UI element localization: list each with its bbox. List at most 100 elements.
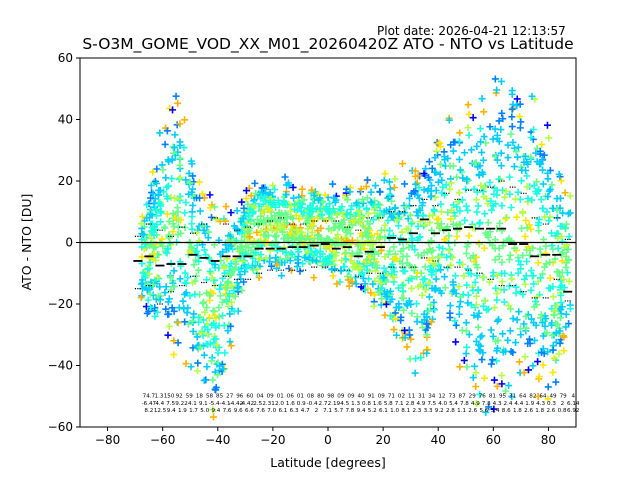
scatter-point [462,202,470,210]
scatter-point [194,359,202,367]
scatter-point [168,175,176,183]
scatter-point [182,176,190,184]
scatter-point [363,266,371,274]
scatter-point [413,300,421,308]
bin-stat-label: -4.1 [220,401,231,407]
scatter-point [487,326,495,334]
scatter-point [272,231,280,239]
scatter-point [402,225,410,233]
bin-stat-label: 2 [315,408,319,414]
scatter-point [446,185,454,193]
scatter-point [505,382,513,390]
scatter-point [201,308,209,316]
bin-stat-label: 2.31 [262,401,275,407]
scatter-point [478,332,486,340]
scatter-point [388,197,396,205]
chart-title: S-O3M_GOME_VOD_XX_M01_20260420Z ATO - NT… [82,35,573,54]
scatter-point [325,225,333,233]
scatter-point [498,372,506,380]
scatter-point [290,221,298,229]
scatter-point [252,249,260,257]
scatter-point [225,290,233,298]
scatter-point [558,238,566,246]
scatter-point [377,226,385,234]
scatter-point [492,284,500,292]
scatter-point [515,358,523,366]
bin-stat-label: 0.8 [558,408,567,414]
scatter-point [363,256,371,264]
scatter-point [325,253,333,261]
scatter-point [149,168,157,176]
bin-stat-label: 73 [448,393,456,399]
scatter-point [506,251,514,259]
bin-stat-label: 7.5 [166,401,175,407]
bin-stat-label: 09 [378,393,386,399]
scatter-point [421,275,429,283]
scatter-point [507,130,515,138]
scatter-point [211,311,219,319]
bin-stat-label: 1.1 [457,408,466,414]
scatter-point [345,267,353,275]
scatter-point [432,275,440,283]
scatter-point [144,265,152,273]
scatter-point [465,131,473,139]
scatter-point [160,223,168,231]
scatter-point [262,254,270,262]
scatter-point [157,218,165,226]
scatter-point [479,273,487,281]
scatter-point [425,174,433,182]
scatter-point [161,140,169,148]
scatter-point [265,258,273,266]
scatter-point [200,226,208,234]
scatter-point [381,170,389,178]
scatter-point [435,215,443,223]
scatter-point [386,227,394,235]
scatter-point [479,156,487,164]
scatter-point [464,240,472,248]
scatter-point [152,206,160,214]
scatter-point [522,216,530,224]
scatter-point [222,203,230,211]
scatter-point [341,263,349,271]
scatter-point [165,322,173,330]
x-axis-label: Latitude [degrees] [270,455,386,470]
scatter-point [364,176,372,184]
scatter-point [453,173,461,181]
scatter-point [435,243,443,251]
scatter-point [473,292,481,300]
y-tick-label: 40 [58,113,73,127]
scatter-point [505,256,513,264]
scatter-point [203,304,211,311]
scatter-point [548,181,556,189]
scatter-point [369,280,377,288]
scatter-point [358,270,366,278]
scatter-point [166,274,174,282]
scatter-point [310,274,318,282]
scatter-point [147,227,155,235]
scatter-point [189,344,197,352]
scatter-point [478,95,486,103]
scatter-point [170,337,178,345]
scatter-point [546,274,554,282]
scatter-point [211,261,219,269]
bin-stat-label: 4.4 [155,401,164,407]
scatter-point [216,250,224,258]
bin-stat-label: 2.8 [446,408,455,414]
scatter-point [344,196,352,204]
scatter-point [295,199,303,207]
scatter-point [399,253,407,261]
scatter-point [305,235,313,243]
scatter-point [428,164,436,172]
scatter-point [499,115,507,123]
scatter-point [146,258,154,266]
scatter-point [393,331,401,339]
scatter-point [364,224,372,232]
scatter-point [224,327,232,335]
scatter-point [504,141,512,149]
x-tick-label: −20 [260,433,285,447]
scatter-point [465,331,473,339]
scatter-point [230,307,238,315]
scatter-point [329,272,337,280]
scatter-point [333,280,341,288]
